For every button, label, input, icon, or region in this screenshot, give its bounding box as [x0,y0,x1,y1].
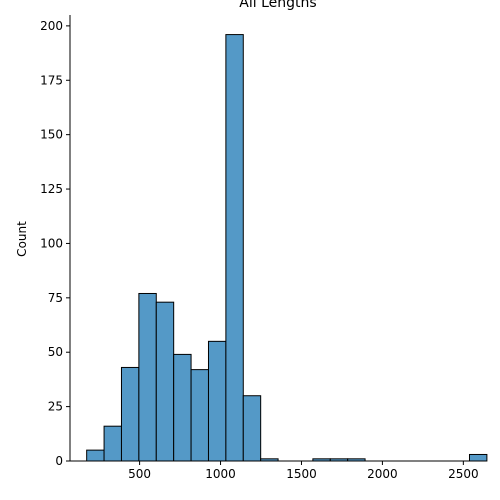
y-tick-label: 0 [55,454,63,468]
histogram-bar [173,353,192,462]
histogram-bar [190,369,209,462]
histogram-bar [155,301,175,462]
y-tick-label: 200 [40,19,63,33]
x-tick-label: 1000 [205,467,236,481]
y-tick-label: 175 [40,73,63,87]
histogram-bar [242,395,262,462]
bars-group [86,34,488,462]
y-axis-ticks: 0 25 50 75 100 125 150 175 200 [40,19,70,468]
histogram-bar [225,34,244,462]
histogram-bar [138,292,157,462]
y-tick-label: 25 [48,400,63,414]
y-tick-label: 75 [48,291,63,305]
histogram-bar [103,425,122,462]
y-tick-label: 150 [40,128,63,142]
x-tick-label: 1500 [286,467,317,481]
x-axis-ticks: 500 1000 1500 2000 2500 [128,461,479,481]
x-tick-label: 2500 [448,467,479,481]
y-tick-label: 50 [48,345,63,359]
y-tick-label: 125 [40,182,63,196]
chart-title: All Lengths [239,0,316,11]
y-tick-label: 100 [40,236,63,250]
x-tick-label: 500 [128,467,151,481]
histogram-bar [207,340,227,462]
histogram-bar [468,453,488,462]
y-axis-label: Count [15,221,29,257]
x-tick-label: 2000 [367,467,398,481]
histogram-bar [86,449,105,462]
histogram-bar [120,366,140,462]
